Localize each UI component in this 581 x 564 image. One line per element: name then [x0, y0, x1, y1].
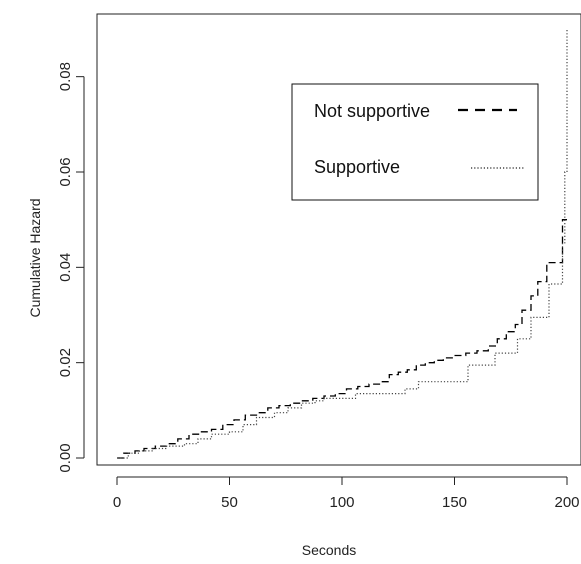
legend-label-supportive: Supportive — [314, 157, 400, 177]
x-tick-label: 150 — [442, 494, 467, 511]
series-layer — [117, 29, 568, 459]
y-tick-label: 0.00 — [57, 443, 74, 472]
series-line-supportive — [117, 29, 568, 459]
y-tick-label: 0.02 — [57, 348, 74, 377]
legend: Not supportive Supportive — [291, 83, 539, 201]
plot-frame — [96, 13, 581, 466]
x-tick-label: 200 — [554, 494, 579, 511]
legend-frame — [291, 83, 539, 201]
y-tick-label: 0.04 — [57, 253, 74, 282]
legend-label-not-supportive: Not supportive — [314, 101, 430, 121]
y-axis-title: Cumulative Hazard — [27, 198, 43, 317]
axes-layer: 0 50 100 150 200 0.00 0.02 0.04 0.06 0.08 — [57, 62, 580, 511]
y-tick-label: 0.08 — [57, 62, 74, 91]
series-line-not-supportive — [117, 219, 567, 459]
x-tick-label: 0 — [113, 494, 121, 511]
y-tick-label: 0.06 — [57, 157, 74, 186]
x-tick-label: 100 — [329, 494, 354, 511]
x-tick-label: 50 — [221, 494, 238, 511]
x-axis-title: Seconds — [302, 542, 356, 558]
